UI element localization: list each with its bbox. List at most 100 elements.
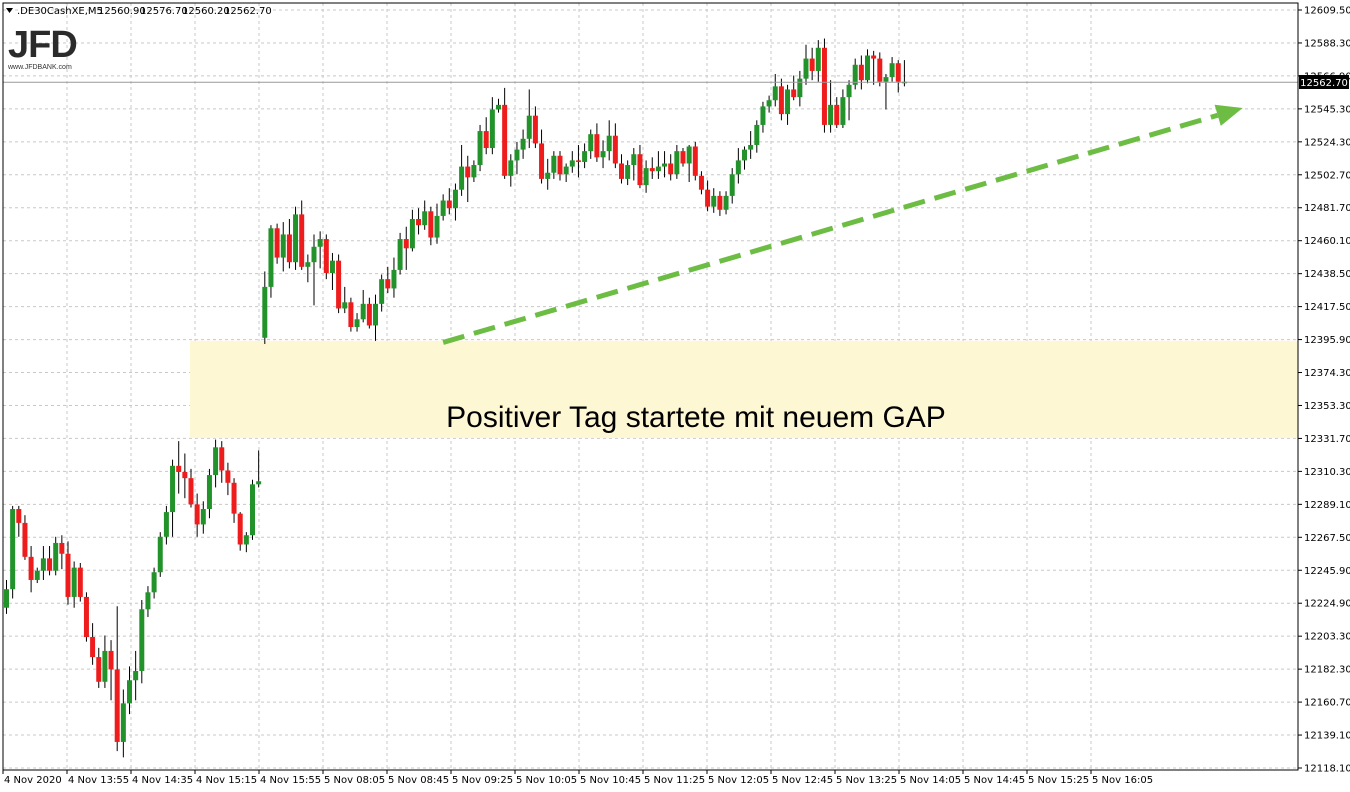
candle <box>594 123 600 162</box>
candle-body <box>606 135 612 152</box>
candle-body <box>385 279 391 289</box>
candle <box>625 160 631 186</box>
candle-body <box>163 512 169 537</box>
candle <box>428 206 434 246</box>
y-tick-label: 12203.30 <box>1304 632 1350 643</box>
candle <box>34 567 40 584</box>
candle-body <box>428 211 434 238</box>
symbol-dropdown-icon[interactable] <box>6 8 13 13</box>
candle <box>274 223 280 264</box>
candle-body <box>348 302 354 327</box>
candle-body <box>108 650 114 670</box>
y-tick-label: 12245.90 <box>1304 566 1350 577</box>
candle <box>360 289 366 323</box>
candle-body <box>373 303 378 326</box>
candle-body <box>791 89 797 98</box>
candle <box>483 117 489 155</box>
candle <box>409 209 415 252</box>
candle-body <box>735 160 741 175</box>
candle <box>797 70 803 107</box>
candle-body <box>520 138 526 150</box>
candle <box>219 441 225 483</box>
candle <box>520 129 526 159</box>
y-tick-label: 12224.90 <box>1304 599 1350 610</box>
candle-body <box>471 165 477 178</box>
candle <box>588 129 594 159</box>
y-tick-label: 12438.50 <box>1304 269 1350 280</box>
candle-body <box>379 279 385 304</box>
gap-annotation: Positiver Tag startete mit neuem GAP <box>446 401 946 434</box>
candle <box>243 532 249 553</box>
candle-body <box>452 189 458 209</box>
price-label: 12562.70 <box>1300 78 1348 89</box>
candle <box>170 459 176 537</box>
candle-body <box>28 556 34 580</box>
candle <box>717 191 723 216</box>
candle <box>508 154 514 187</box>
candle <box>28 546 34 593</box>
candle-body <box>256 481 262 485</box>
candle <box>582 143 588 169</box>
candle <box>772 74 778 107</box>
candle-body <box>151 572 157 593</box>
x-tick-label: 5 Nov 16:05 <box>1092 775 1153 786</box>
candle <box>342 286 348 314</box>
candle <box>403 226 409 270</box>
candle <box>557 151 563 181</box>
candle <box>446 188 452 215</box>
candle-body <box>65 553 71 597</box>
candle-body <box>231 482 237 514</box>
x-tick-label: 5 Nov 12:05 <box>708 775 769 786</box>
candle-body <box>483 131 489 149</box>
candle-body <box>4 589 9 608</box>
candle-body <box>188 478 194 505</box>
candle <box>760 101 766 133</box>
candle-body <box>569 160 575 167</box>
candle <box>225 462 231 496</box>
candle <box>96 647 102 688</box>
candle-body <box>176 465 182 472</box>
trend-arrow <box>442 104 1243 345</box>
candle <box>90 623 96 665</box>
candle <box>489 97 495 155</box>
candle-body <box>895 63 901 82</box>
candle-body <box>889 63 895 78</box>
candle-body <box>662 163 668 167</box>
candle-body <box>286 234 292 263</box>
candle-body <box>360 303 366 320</box>
candle-body <box>840 97 846 125</box>
candle-body <box>102 650 108 682</box>
candle <box>785 84 791 125</box>
candle-body <box>865 55 870 81</box>
ohlc-low: 12560.20 <box>182 6 230 17</box>
y-tick-label: 12502.70 <box>1304 170 1350 181</box>
y-tick-label: 12395.90 <box>1304 335 1350 346</box>
candle <box>477 124 483 172</box>
candle-body <box>834 104 840 125</box>
candle <box>698 171 704 195</box>
candle <box>619 154 624 184</box>
candle <box>53 536 59 576</box>
candle-body <box>649 168 655 172</box>
candle-body <box>557 155 563 175</box>
candle <box>748 131 754 159</box>
candle-body <box>280 234 286 258</box>
candle <box>778 78 784 121</box>
candle-body <box>655 166 661 172</box>
candle-body <box>778 86 784 115</box>
candle <box>459 144 465 196</box>
candle-body <box>403 239 409 249</box>
candle <box>840 89 846 129</box>
gap-zone-highlight <box>190 340 1298 439</box>
y-tick-label: 12139.10 <box>1304 731 1350 742</box>
candle-body <box>477 131 483 166</box>
candle-body <box>705 189 711 207</box>
candle-body <box>717 195 723 210</box>
candle-body <box>729 174 735 196</box>
candle <box>846 80 852 121</box>
candle-body <box>213 447 219 476</box>
candle <box>213 439 219 488</box>
candle-body <box>828 104 834 125</box>
candle <box>200 501 206 534</box>
